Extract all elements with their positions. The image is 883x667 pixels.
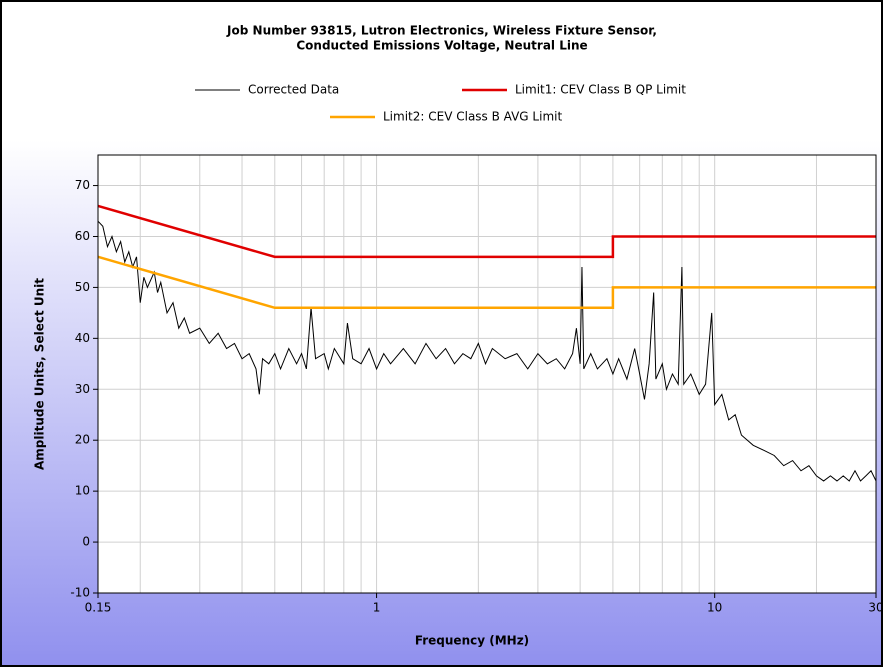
data-line bbox=[97, 255, 876, 310]
y-tick-label: 30 bbox=[75, 382, 90, 396]
legend-label: Corrected Data bbox=[248, 83, 339, 97]
y-tick-label: 60 bbox=[75, 229, 90, 243]
y-tick-label: 70 bbox=[75, 178, 90, 192]
y-tick-label: 50 bbox=[75, 280, 90, 294]
legend-label: Limit2: CEV Class B AVG Limit bbox=[383, 110, 562, 124]
plot-area bbox=[97, 154, 877, 594]
y-tick-label: 20 bbox=[75, 433, 90, 447]
x-axis-label: Frequency (MHz) bbox=[415, 634, 529, 648]
chart-title: Job Number 93815, Lutron Electronics, Wi… bbox=[226, 24, 657, 38]
y-axis-label: Amplitude Units, Select Unit bbox=[33, 278, 47, 470]
x-tick-label: 0.15 bbox=[85, 601, 112, 615]
x-tick-label: 30 bbox=[868, 601, 883, 615]
y-tick-label: 10 bbox=[75, 484, 90, 498]
x-tick-label: 10 bbox=[707, 601, 722, 615]
chart-title: Conducted Emissions Voltage, Neutral Lin… bbox=[296, 39, 587, 53]
plot-border bbox=[97, 154, 877, 594]
y-tick-label: 0 bbox=[82, 535, 90, 549]
legend-label: Limit1: CEV Class B QP Limit bbox=[515, 83, 686, 97]
x-tick-label: 1 bbox=[373, 601, 381, 615]
y-tick-label: 40 bbox=[75, 331, 90, 345]
y-tick-label: -10 bbox=[70, 586, 90, 600]
data-line bbox=[97, 220, 877, 482]
data-line bbox=[97, 204, 876, 259]
